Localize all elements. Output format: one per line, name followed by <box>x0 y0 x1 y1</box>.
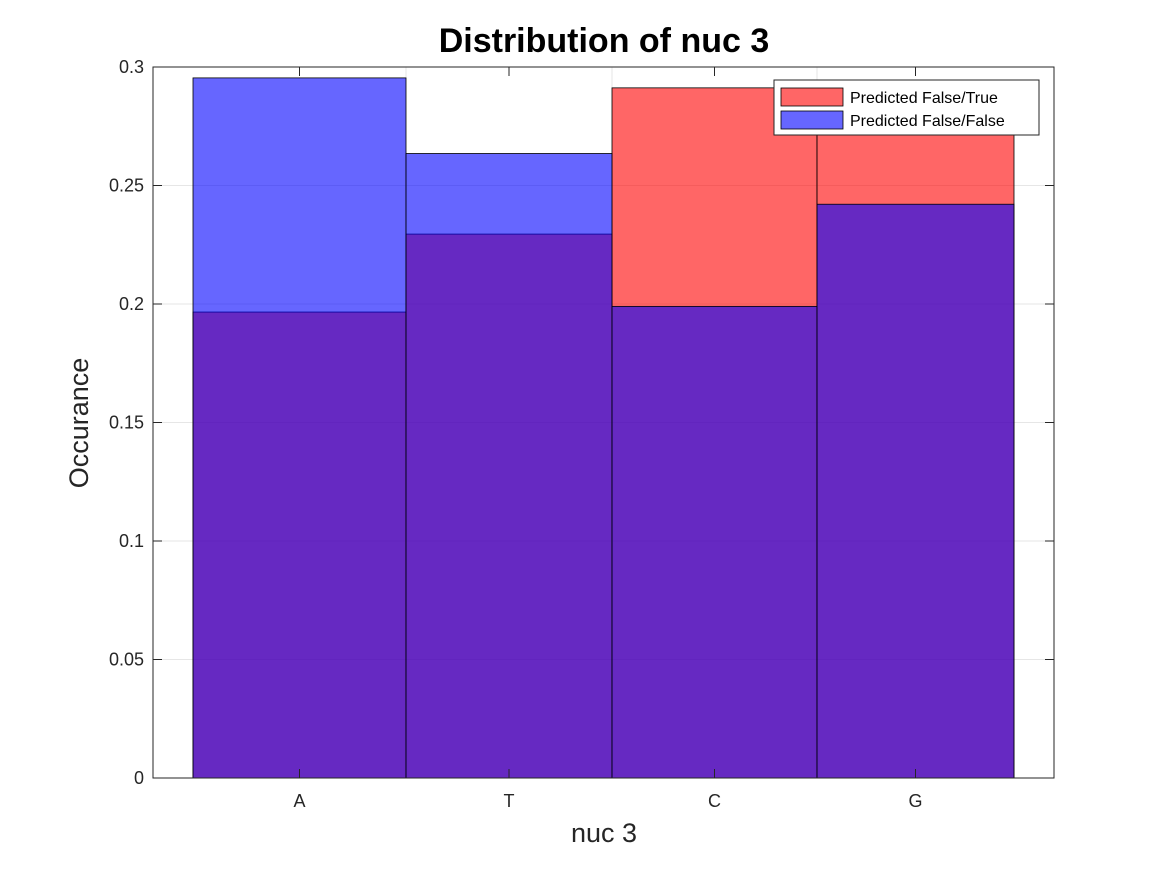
y-tick-label: 0.05 <box>109 650 144 670</box>
x-tick-label-t: T <box>504 791 515 811</box>
y-tick-label: 0.2 <box>119 294 144 314</box>
chart-title: Distribution of nuc 3 <box>439 22 770 60</box>
legend-label-false-false: Predicted False/False <box>850 113 1005 130</box>
bar-false-false-g <box>816 203 1015 779</box>
x-tick-label-a: A <box>293 791 305 811</box>
bars <box>192 77 1015 779</box>
legend-swatch-false-true <box>780 87 844 107</box>
y-tick-label: 0.1 <box>119 531 144 551</box>
y-tick-label: 0.25 <box>109 176 144 196</box>
bar-false-false-c <box>611 305 818 779</box>
axis-ticks <box>153 66 1054 779</box>
y-tick-label: 0.15 <box>109 413 144 433</box>
x-tick-label-g: G <box>908 791 922 811</box>
y-tick-label: 0.3 <box>119 57 144 77</box>
bar-false-false-a <box>192 77 407 779</box>
y-tick-labels: 0 0.05 0.1 0.15 0.2 0.25 0.3 <box>109 57 144 788</box>
x-tick-label-c: C <box>708 791 721 811</box>
bar-false-false-t <box>405 153 613 779</box>
legend: Predicted False/True Predicted False/Fal… <box>773 79 1040 136</box>
y-tick-label: 0 <box>134 768 144 788</box>
legend-label-false-true: Predicted False/True <box>850 90 998 107</box>
x-axis-label: nuc 3 <box>571 818 637 848</box>
legend-swatch-false-false <box>780 110 844 130</box>
y-axis-label: Occurance <box>64 358 94 489</box>
